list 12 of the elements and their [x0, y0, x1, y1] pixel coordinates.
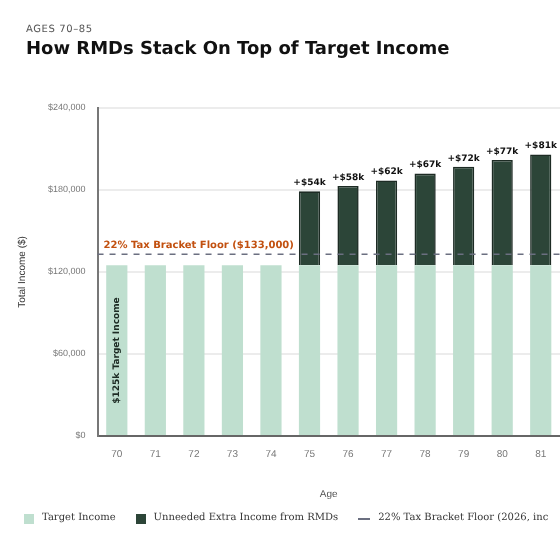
- bar: [221, 265, 244, 435]
- bar: [144, 265, 166, 435]
- bar: [491, 265, 513, 435]
- bar: [298, 265, 321, 435]
- bar: [414, 265, 436, 435]
- chart-title: How RMDs Stack On Top of Target Income: [26, 40, 450, 60]
- bar: [337, 265, 359, 435]
- bar: [530, 265, 552, 435]
- bar: [453, 265, 475, 435]
- bar: [183, 265, 205, 435]
- bar: [375, 265, 398, 435]
- bar: [260, 265, 282, 435]
